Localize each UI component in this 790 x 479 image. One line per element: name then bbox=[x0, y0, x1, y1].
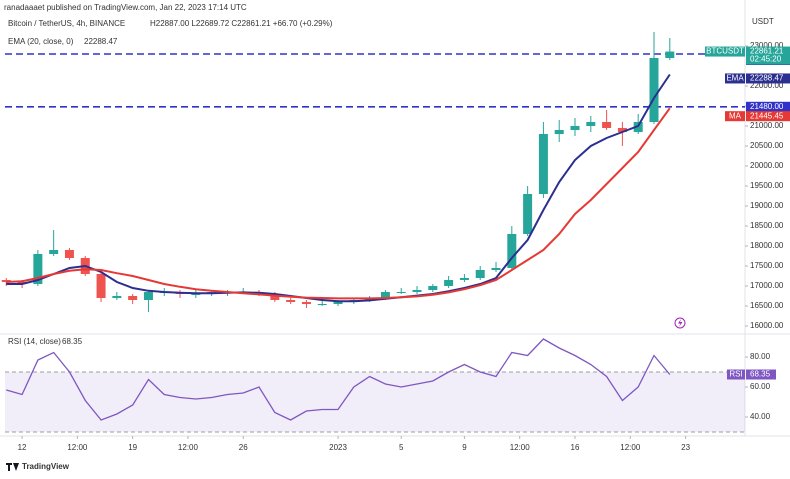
candle-body bbox=[286, 300, 296, 302]
y-tick-label: 17500.00 bbox=[750, 261, 784, 270]
x-tick-label: 12:00 bbox=[178, 443, 199, 452]
candle-body bbox=[96, 274, 106, 298]
candle-body bbox=[49, 250, 59, 254]
candle-body bbox=[301, 302, 311, 304]
y-tick-label: 21000.00 bbox=[750, 121, 784, 130]
candle-body bbox=[554, 130, 564, 134]
brand: TradingView bbox=[22, 462, 70, 471]
x-tick-label: 12:00 bbox=[67, 443, 88, 452]
rsi-legend: RSI (14, close) bbox=[8, 337, 61, 346]
candle-body bbox=[112, 296, 122, 298]
rsi-name-tag bbox=[727, 369, 745, 380]
candle-body bbox=[380, 292, 390, 298]
x-tick-label: 12:00 bbox=[620, 443, 641, 452]
rsi-band bbox=[5, 372, 745, 432]
candle-body bbox=[649, 58, 659, 122]
candle-body bbox=[33, 254, 43, 284]
rsi-value-tag bbox=[746, 369, 776, 380]
candle-body bbox=[428, 286, 438, 290]
candle-body bbox=[333, 302, 343, 304]
candle-body bbox=[586, 122, 596, 126]
indicator-value-tag bbox=[746, 73, 790, 84]
level-label: 21480.00 bbox=[750, 102, 784, 111]
candle-body bbox=[317, 304, 327, 305]
y-tick-label: 60.00 bbox=[750, 382, 771, 391]
rsi-value: 68.35 bbox=[750, 370, 771, 379]
x-tick-label: 2023 bbox=[329, 443, 347, 452]
indicator-value: 22288.47 bbox=[750, 74, 784, 83]
y-tick-label: 17000.00 bbox=[750, 281, 784, 290]
y-tick-label: 22000.00 bbox=[750, 81, 784, 90]
rsi-line bbox=[6, 338, 671, 421]
indicator-name-tag bbox=[725, 111, 745, 122]
publisher: ranadaaaet published on TradingView.com,… bbox=[4, 3, 247, 12]
y-tick-label: 18000.00 bbox=[750, 241, 784, 250]
candle-body bbox=[523, 194, 533, 234]
level-tag bbox=[746, 101, 790, 112]
x-tick-label: 5 bbox=[399, 443, 404, 452]
indicator-value-tag bbox=[746, 111, 790, 122]
indicator-value: 21445.45 bbox=[750, 111, 784, 120]
indicator-line bbox=[6, 73, 671, 303]
indicator-line bbox=[6, 107, 671, 300]
rsi-legend-value: 68.35 bbox=[62, 337, 83, 346]
x-tick-label: 16 bbox=[571, 443, 580, 452]
x-tick-label: 9 bbox=[462, 443, 467, 452]
symbol-title: Bitcoin / TetherUS, 4h, BINANCE bbox=[8, 19, 125, 28]
candle-body bbox=[507, 234, 517, 268]
ema-legend-value: 22288.47 bbox=[84, 37, 118, 46]
y-tick-label: 20000.00 bbox=[750, 161, 784, 170]
y-tick-label: 80.00 bbox=[750, 352, 771, 361]
symbol-name: BTCUSDT bbox=[706, 47, 744, 56]
indicator-name-tag bbox=[725, 73, 745, 84]
x-tick-label: 19 bbox=[128, 443, 137, 452]
last-price-tag bbox=[746, 46, 790, 65]
candle-body bbox=[491, 268, 501, 270]
candle-body bbox=[538, 134, 548, 194]
candle-body bbox=[570, 126, 580, 130]
y-tick-label: 16000.00 bbox=[750, 321, 784, 330]
candle-body bbox=[602, 122, 612, 128]
candle-body bbox=[459, 278, 469, 280]
candle-body bbox=[143, 292, 153, 300]
candle-body bbox=[1, 280, 11, 282]
candle-body bbox=[444, 280, 454, 286]
currency: USDT bbox=[752, 17, 774, 26]
y-tick-label: 18500.00 bbox=[750, 221, 784, 230]
candle-body bbox=[412, 290, 422, 292]
indicator-name: EMA bbox=[726, 74, 744, 83]
symbol-tag bbox=[705, 46, 745, 57]
rsi-name: RSI bbox=[729, 370, 742, 379]
y-tick-label: 20500.00 bbox=[750, 141, 784, 150]
ohlc: H22887.00 L22689.72 C22861.21 +66.70 (+0… bbox=[150, 19, 333, 28]
brand-logo bbox=[6, 463, 19, 471]
candle-body bbox=[617, 128, 627, 132]
ema-legend: EMA (20, close, 0) bbox=[8, 37, 74, 46]
x-tick-label: 23 bbox=[681, 443, 690, 452]
candle-body bbox=[128, 296, 138, 300]
y-tick-label: 19000.00 bbox=[750, 201, 784, 210]
y-tick-label: 16500.00 bbox=[750, 301, 784, 310]
x-tick-label: 12:00 bbox=[510, 443, 531, 452]
y-tick-label: 23000.00 bbox=[750, 41, 784, 50]
y-tick-label: 40.00 bbox=[750, 412, 771, 421]
y-tick-label: 19500.00 bbox=[750, 181, 784, 190]
indicator-name: MA bbox=[729, 111, 742, 120]
candle-body bbox=[270, 294, 280, 300]
candle-body bbox=[191, 294, 201, 295]
last-price: 22861.21 bbox=[750, 47, 784, 56]
countdown: 02:45:20 bbox=[750, 55, 782, 64]
x-tick-label: 12 bbox=[18, 443, 27, 452]
candle-body bbox=[475, 270, 485, 278]
alert-icon bbox=[674, 317, 686, 329]
candle-body bbox=[396, 292, 406, 293]
candle-body bbox=[665, 51, 675, 58]
candle-body bbox=[64, 250, 74, 258]
x-tick-label: 26 bbox=[239, 443, 248, 452]
